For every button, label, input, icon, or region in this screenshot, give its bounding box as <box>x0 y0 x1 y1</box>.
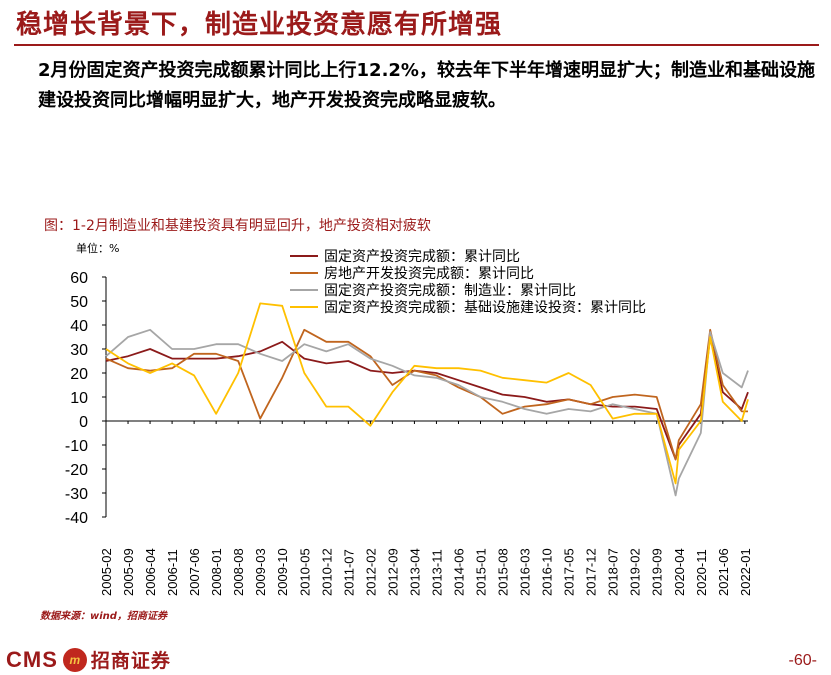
series-line-manufacturing <box>105 328 749 497</box>
x-axis: 2005-02 2005-09 2006-04 2006-11 2007-06 2008-… <box>99 420 753 596</box>
x-tick-label: 2015-08 <box>496 548 511 596</box>
y-tick-label: 60 <box>70 270 88 287</box>
figure-caption: 图：1-2月制造业和基建投资具有明显回升，地产投资相对疲软 <box>44 218 431 234</box>
x-tick-label: 2008-01 <box>209 548 224 596</box>
legend-label-total: 固定资产投资完成额：累计同比 <box>324 249 520 265</box>
y-tick-label: 50 <box>70 294 88 311</box>
x-tick-label: 2008-08 <box>231 548 246 596</box>
x-tick-label: 2005-02 <box>99 548 114 596</box>
x-tick-label: 2018-07 <box>606 548 621 596</box>
y-tick-label: -20 <box>65 462 88 479</box>
y-tick-label: -40 <box>65 510 88 527</box>
series-line-total <box>105 336 749 461</box>
page-number: -60- <box>788 652 817 669</box>
logo-company-name: 招商证券 <box>90 650 171 672</box>
logo-mark-icon: m <box>62 647 87 672</box>
y-tick-label: 30 <box>70 342 88 359</box>
x-tick-label: 2011-07 <box>341 549 356 596</box>
x-tick-label: 2020-11 <box>694 549 709 596</box>
y-tick-label: 20 <box>70 366 88 383</box>
x-tick-label: 2013-04 <box>407 548 422 596</box>
legend-label-infrastructure: 固定资产投资完成额：基础设施建设投资：累计同比 <box>324 299 646 316</box>
x-tick-label: 2009-10 <box>275 548 290 596</box>
x-tick-label: 2012-09 <box>385 548 400 596</box>
x-tick-label: 2010-12 <box>319 548 334 596</box>
x-tick-label: 2016-03 <box>518 548 533 596</box>
x-tick-label: 2015-01 <box>474 548 489 596</box>
x-tick-label: 2017-05 <box>562 548 577 596</box>
y-axis: -40 -30 -20 -10 0 10 20 30 40 50 60 <box>65 270 107 527</box>
y-tick-label: -10 <box>65 438 88 455</box>
source-note: 数据来源：wind，招商证券 <box>40 611 167 622</box>
x-tick-label: 2016-10 <box>540 548 555 596</box>
x-tick-label: 2005-09 <box>121 548 136 596</box>
legend-label-realestate: 房地产开发投资完成额：累计同比 <box>324 266 534 282</box>
x-tick-label: 2019-09 <box>650 548 665 596</box>
x-tick-label: 2014-06 <box>451 548 466 596</box>
x-tick-label: 2006-04 <box>143 548 158 596</box>
x-tick-label: 2010-05 <box>297 548 312 596</box>
y-tick-label: 10 <box>70 390 88 407</box>
logo-cms-text: CMS <box>6 646 58 672</box>
x-tick-label: 2007-06 <box>187 548 202 596</box>
x-tick-label: 2017-12 <box>584 548 599 596</box>
x-tick-label: 2022-01 <box>738 548 753 596</box>
x-tick-label: 2021-06 <box>716 548 731 596</box>
legend: 固定资产投资完成额：累计同比房地产开发投资完成额：累计同比固定资产投资完成额：制… <box>290 249 646 316</box>
series-layer <box>105 302 749 497</box>
series-line-infrastructure <box>105 302 749 485</box>
slide-title: 稳增长背景下，制造业投资意愿有所增强 <box>16 10 503 40</box>
x-tick-label: 2013-11 <box>429 549 444 596</box>
y-tick-label: 40 <box>70 318 88 335</box>
title-rule <box>14 44 819 46</box>
y-tick-label: 0 <box>79 414 88 431</box>
lead-paragraph: 2月份固定资产投资完成额累计同比上行12.2%，较去年下半年增速明显扩大；制造业… <box>38 60 815 111</box>
y-tick-label: -30 <box>65 486 88 503</box>
y-axis-unit-label: 单位：% <box>76 242 120 255</box>
series-line-realestate <box>105 328 748 461</box>
x-tick-label: 2009-03 <box>253 548 268 596</box>
x-tick-label: 2012-02 <box>363 548 378 596</box>
x-tick-label: 2006-11 <box>165 549 180 596</box>
x-tick-label: 2020-04 <box>672 548 687 596</box>
brand-logo: CMS m 招商证券 <box>6 646 171 673</box>
x-tick-label: 2019-02 <box>628 548 643 596</box>
legend-label-manufacturing: 固定资产投资完成额：制造业：累计同比 <box>324 283 576 299</box>
